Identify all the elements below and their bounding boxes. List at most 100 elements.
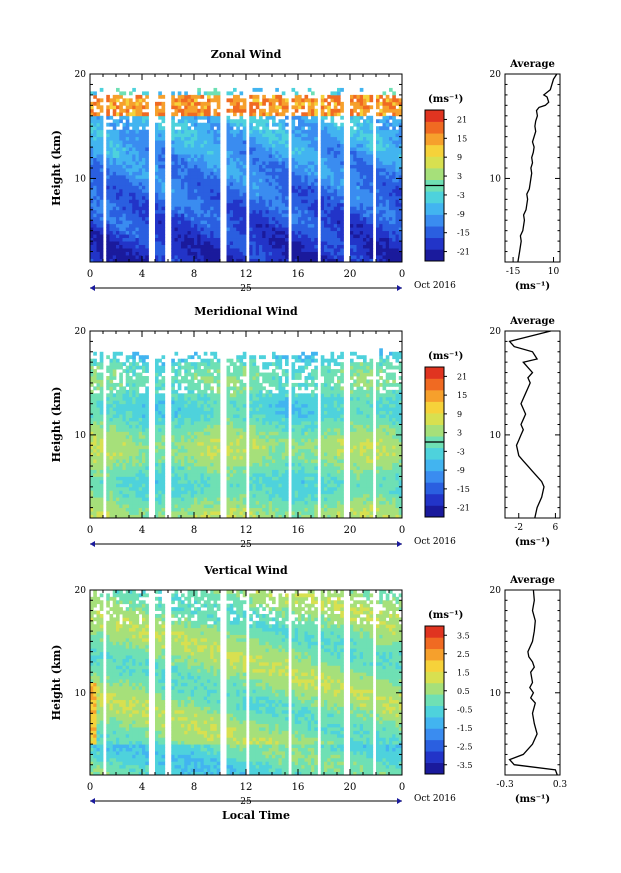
heatmap-cell — [213, 122, 218, 127]
heatmap-cell — [249, 237, 253, 242]
heatmap-cell — [93, 168, 97, 172]
heatmap-cell — [171, 358, 175, 363]
heatmap-cell — [119, 379, 123, 384]
heatmap-cell — [259, 234, 263, 239]
heatmap-cell — [275, 178, 279, 183]
heatmap-cell — [171, 140, 175, 145]
heatmap-cell — [171, 206, 175, 211]
heatmap-cell — [278, 255, 283, 259]
heatmap-cell — [125, 171, 130, 176]
heatmap-cell — [265, 98, 270, 103]
heatmap-cell — [398, 150, 403, 155]
heatmap-cell — [207, 133, 211, 138]
heatmap-cell — [106, 417, 110, 422]
heatmap-cell — [226, 140, 231, 145]
heatmap-cell — [122, 227, 127, 232]
heatmap-cell — [353, 136, 357, 141]
heatmap-cell — [112, 164, 117, 169]
heatmap-cell — [184, 248, 188, 252]
heatmap-cell — [249, 164, 253, 169]
heatmap-cell — [324, 209, 328, 214]
heatmap-cell — [138, 382, 143, 387]
heatmap-cell — [145, 472, 149, 477]
heatmap-cell — [379, 119, 383, 124]
heatmap-cell — [125, 206, 130, 211]
heatmap-cell — [109, 462, 114, 467]
heatmap-cell — [255, 223, 260, 228]
heatmap-cell — [379, 237, 383, 242]
heatmap-cell — [385, 154, 390, 158]
heatmap-cell — [125, 448, 130, 453]
heatmap-cell — [307, 161, 312, 165]
heatmap-cell — [96, 251, 101, 256]
heatmap-cell — [272, 213, 276, 218]
heatmap-cell — [398, 98, 403, 103]
heatmap-cell — [135, 171, 140, 176]
heatmap-cell — [330, 129, 335, 134]
heatmap-cell — [142, 490, 146, 495]
heatmap-cell — [122, 164, 127, 169]
heatmap-cell — [132, 382, 136, 387]
heatmap-cell — [203, 143, 208, 148]
heatmap-cell — [337, 87, 341, 92]
heatmap-cell — [249, 230, 253, 235]
heatmap-cell — [112, 192, 117, 197]
heatmap-cell — [252, 258, 257, 263]
heatmap-cell — [145, 438, 149, 443]
heatmap-cell — [90, 372, 94, 377]
heatmap-cell — [142, 483, 146, 488]
heatmap-cell — [350, 136, 354, 141]
heatmap-cell — [174, 448, 179, 453]
heatmap-cell — [99, 497, 104, 502]
heatmap-cell — [125, 407, 130, 412]
heatmap-cell — [194, 147, 198, 151]
heatmap-cell — [294, 230, 299, 235]
heatmap-cell — [171, 171, 175, 176]
heatmap-cell — [142, 379, 146, 384]
heatmap-cell — [116, 500, 120, 505]
heatmap-cell — [340, 216, 344, 221]
heatmap-cell — [333, 136, 338, 141]
heatmap-cell — [119, 438, 123, 443]
heatmap-cell — [239, 202, 244, 207]
heatmap-cell — [200, 195, 205, 200]
heatmap-cell — [356, 199, 361, 204]
heatmap-cell — [190, 94, 195, 99]
heatmap-cell — [197, 133, 201, 138]
heatmap-cell — [340, 185, 344, 190]
heatmap-cell — [106, 251, 110, 256]
heatmap-cell — [259, 213, 263, 218]
heatmap-cell — [330, 150, 335, 155]
heatmap-cell — [132, 133, 136, 138]
heatmap-cell — [311, 202, 315, 207]
heatmap-cell — [96, 486, 101, 491]
heatmap-cell — [138, 393, 143, 398]
heatmap-cell — [213, 206, 218, 211]
heatmap-cell — [93, 504, 97, 509]
heatmap-cell — [90, 376, 94, 380]
heatmap-cell — [239, 255, 244, 259]
heatmap-cell — [129, 434, 133, 439]
heatmap-cell — [255, 154, 260, 158]
heatmap-cell — [285, 209, 289, 214]
heatmap-cell — [236, 164, 240, 169]
heatmap-cell — [112, 386, 117, 391]
heatmap-cell — [359, 133, 364, 138]
heatmap-cell — [311, 192, 315, 197]
heatmap-cell — [216, 174, 221, 179]
heatmap-cell — [278, 133, 283, 138]
heatmap-cell — [96, 140, 101, 145]
heatmap-cell — [125, 143, 130, 148]
heatmap-cell — [142, 241, 146, 245]
heatmap-cell — [252, 234, 257, 239]
heatmap-cell — [298, 161, 302, 165]
heatmap-cell — [262, 202, 266, 207]
heatmap-cell — [376, 168, 380, 172]
heatmap-cell — [158, 448, 162, 453]
heatmap-cell — [216, 192, 221, 197]
heatmap-cell — [119, 181, 123, 186]
heatmap-cell — [145, 202, 149, 207]
heatmap-cell — [337, 101, 341, 106]
heatmap-cell — [203, 108, 208, 113]
heatmap-cell — [112, 220, 117, 225]
